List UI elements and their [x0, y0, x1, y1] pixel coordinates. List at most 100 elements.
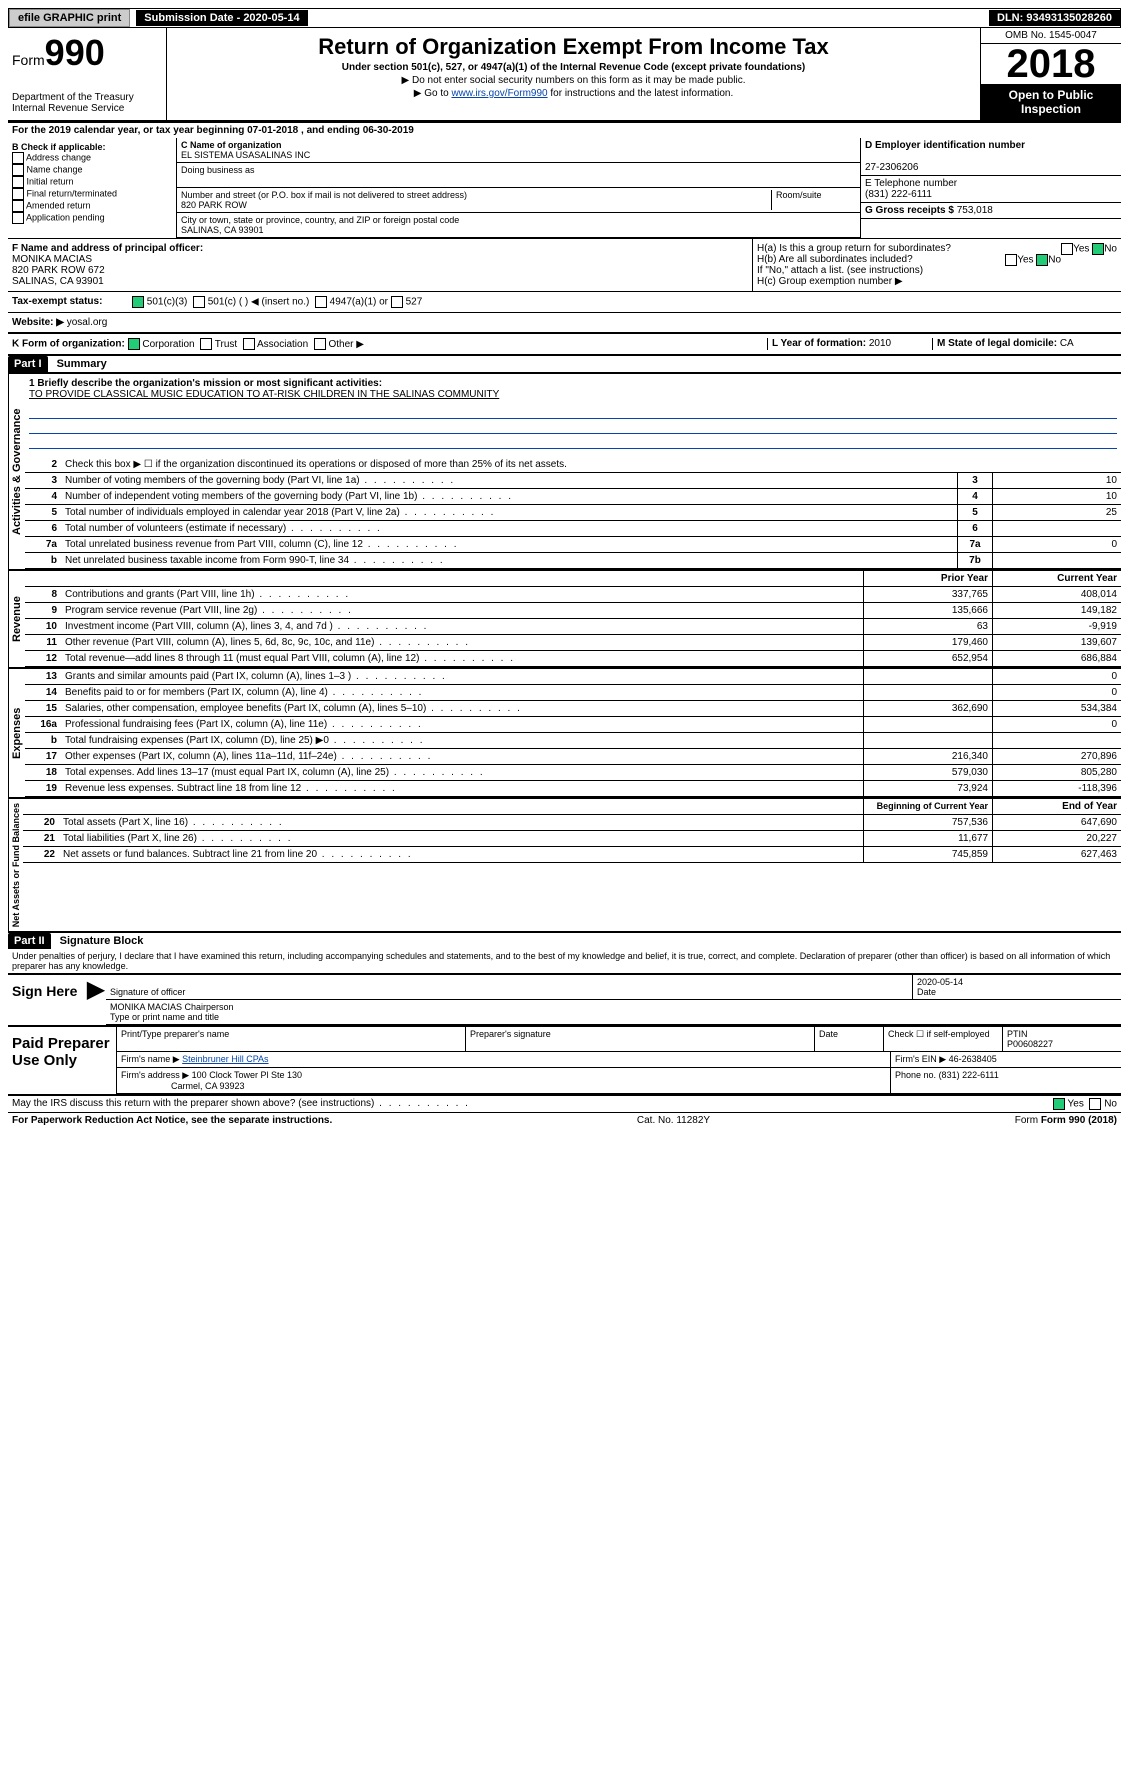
ptin-lbl: PTIN	[1007, 1029, 1028, 1039]
form-title: Return of Organization Exempt From Incom…	[171, 34, 976, 60]
phone-lbl: E Telephone number	[865, 178, 957, 189]
sign-here-label: Sign Here	[8, 975, 86, 1025]
sig-officer-line: Signature of officer	[106, 975, 912, 1000]
chk-amended[interactable]: Amended return	[12, 200, 172, 212]
opt-name: Name change	[27, 164, 83, 174]
hdr-beg: Beginning of Current Year	[863, 799, 992, 814]
vlabel-rev: Revenue	[8, 571, 25, 667]
efile-button[interactable]: efile GRAPHIC print	[9, 9, 130, 27]
mission-text: TO PROVIDE CLASSICAL MUSIC EDUCATION TO …	[29, 389, 1117, 400]
vlabel-exp: Expenses	[8, 669, 25, 797]
hb-no: No	[1048, 255, 1061, 266]
row-j: Website: ▶ yosal.org	[8, 312, 1121, 334]
dba-lbl: Doing business as	[181, 165, 255, 175]
sig-date-lbl: Date	[917, 987, 936, 997]
part1-header: Part I Summary	[8, 356, 1121, 372]
chk-final[interactable]: Final return/terminated	[12, 188, 172, 200]
discuss-no: No	[1104, 1099, 1117, 1110]
org-name: EL SISTEMA USASALINAS INC	[181, 150, 310, 160]
year-formation: 2010	[869, 338, 891, 349]
chk-501c3[interactable]: 501(c)(3)	[132, 296, 187, 308]
form-prefix: Form	[12, 52, 45, 68]
part2-header: Part II Signature Block	[8, 931, 1121, 949]
opt-trust: Trust	[215, 339, 237, 350]
chk-initial[interactable]: Initial return	[12, 176, 172, 188]
ha-yes: Yes	[1073, 244, 1089, 255]
chk-name-change[interactable]: Name change	[12, 164, 172, 176]
form-990-num: 990	[45, 32, 105, 73]
c-name-lbl: C Name of organization	[181, 140, 282, 150]
discuss-yes-chk[interactable]	[1053, 1098, 1065, 1110]
row-i: Tax-exempt status: 501(c)(3) 501(c) ( ) …	[8, 291, 1121, 312]
officer-addr1: 820 PARK ROW 672	[12, 265, 105, 276]
sig-date-line: 2020-05-14Date	[912, 975, 1121, 1000]
sig-date: 2020-05-14	[917, 977, 963, 987]
firm-name[interactable]: Steinbruner Hill CPAs	[182, 1054, 268, 1064]
hb-yes: Yes	[1017, 255, 1033, 266]
h-note: If "No," attach a list. (see instruction…	[757, 265, 1117, 276]
cat-no: Cat. No. 11282Y	[637, 1115, 710, 1126]
box-h: H(a) Is this a group return for subordin…	[752, 239, 1121, 291]
chk-other[interactable]: Other ▶	[314, 339, 364, 350]
group-revenue: Revenue Prior YearCurrent Year 8 Contrib…	[8, 569, 1121, 667]
street-lbl: Number and street (or P.O. box if mail i…	[181, 190, 467, 200]
irs-link[interactable]: www.irs.gov/Form990	[451, 88, 547, 99]
form-subtitle-3: ▶ Go to www.irs.gov/Form990 for instruct…	[171, 88, 976, 99]
hdr-prior: Prior Year	[863, 571, 992, 586]
group-activities-governance: Activities & Governance 1 Briefly descri…	[8, 372, 1121, 569]
form-subtitle-2: ▶ Do not enter social security numbers o…	[171, 75, 976, 86]
dln-badge: DLN: 93493135028260	[989, 10, 1120, 26]
f-lbl: F Name and address of principal officer:	[12, 243, 203, 254]
form-990-ref: Form 990 (2018)	[1041, 1115, 1117, 1126]
website-val: yosal.org	[67, 317, 108, 328]
chk-501c[interactable]: 501(c) ( ) ◀ (insert no.)	[193, 296, 309, 308]
summary-line-3: 3 Number of voting members of the govern…	[25, 473, 1121, 489]
discuss-yes: Yes	[1068, 1099, 1084, 1110]
self-emp-chk[interactable]: Check ☐ if self-employed	[888, 1029, 990, 1039]
header-grid: B Check if applicable: Address change Na…	[8, 138, 1121, 238]
prep-name-lbl: Print/Type preparer's name	[121, 1029, 229, 1039]
chk-assoc[interactable]: Association	[243, 339, 308, 350]
summary-line-11: 11 Other revenue (Part VIII, column (A),…	[25, 635, 1121, 651]
ha-no: No	[1104, 244, 1117, 255]
summary-line-17: 17 Other expenses (Part IX, column (A), …	[25, 749, 1121, 765]
submission-date-badge: Submission Date - 2020-05-14	[136, 10, 307, 26]
hdr-end: End of Year	[992, 799, 1121, 814]
perjury-text: Under penalties of perjury, I declare th…	[8, 949, 1121, 973]
chk-4947[interactable]: 4947(a)(1) or	[315, 296, 388, 308]
box-c: C Name of organizationEL SISTEMA USASALI…	[177, 138, 860, 238]
form-ref: Form Form 990 (2018)	[1015, 1115, 1117, 1126]
name-title-lbl: Type or print name and title	[110, 1012, 219, 1022]
chk-527[interactable]: 527	[391, 296, 422, 308]
ein-lbl: D Employer identification number	[865, 140, 1025, 151]
gross-val: 753,018	[957, 205, 993, 216]
pra-notice: For Paperwork Reduction Act Notice, see …	[12, 1115, 332, 1126]
sign-arrow-icon: ▶	[86, 975, 106, 1025]
opt-initial: Initial return	[27, 176, 74, 186]
summary-line-9: 9 Program service revenue (Part VIII, li…	[25, 603, 1121, 619]
opt-final: Final return/terminated	[27, 188, 118, 198]
tax-year: 2018	[981, 44, 1121, 84]
street-val: 820 PARK ROW	[181, 200, 247, 210]
hb-text: H(b) Are all subordinates included?	[757, 254, 913, 265]
summary-line-22: 22 Net assets or fund balances. Subtract…	[23, 847, 1121, 863]
city-lbl: City or town, state or province, country…	[181, 215, 459, 225]
goto-post: for instructions and the latest informat…	[548, 88, 734, 99]
chk-trust[interactable]: Trust	[200, 339, 237, 350]
firm-addr2: Carmel, CA 93923	[171, 1081, 245, 1091]
k-lbl: K Form of organization:	[12, 339, 125, 350]
part1-title: Summary	[51, 356, 113, 372]
part2-badge: Part II	[8, 933, 51, 949]
opt-501c: 501(c) ( ) ◀ (insert no.)	[208, 297, 310, 308]
chk-corp[interactable]: Corporation	[128, 339, 195, 350]
firm-addr-lbl: Firm's address ▶	[121, 1070, 189, 1080]
summary-line-12: 12 Total revenue—add lines 8 through 11 …	[25, 651, 1121, 667]
m-lbl: M State of legal domicile:	[937, 338, 1057, 349]
sign-here-block: Sign Here ▶ Signature of officer 2020-05…	[8, 973, 1121, 1025]
top-toolbar: efile GRAPHIC print Submission Date - 20…	[8, 8, 1121, 28]
discuss-no-chk[interactable]	[1089, 1098, 1101, 1110]
chk-address-change[interactable]: Address change	[12, 152, 172, 164]
city-val: SALINAS, CA 93901	[181, 225, 264, 235]
chk-pending[interactable]: Application pending	[12, 212, 172, 224]
discuss-text: May the IRS discuss this return with the…	[12, 1098, 470, 1110]
